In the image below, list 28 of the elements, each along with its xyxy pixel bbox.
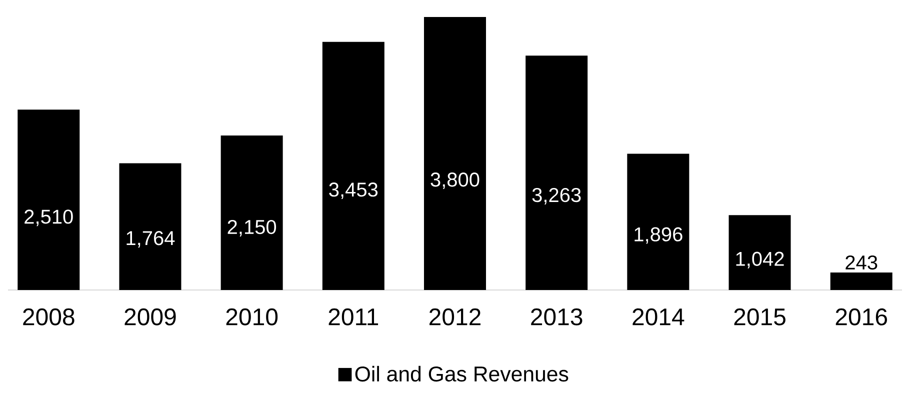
x-tick-label: 2011: [328, 308, 378, 326]
bar: [220, 136, 283, 290]
x-tick-label: 2015: [734, 308, 786, 326]
x-tick-label: 2012: [430, 308, 480, 326]
bar: [830, 272, 892, 290]
bar: [526, 56, 588, 290]
legend-label: Oil and Gas Revenues: [355, 366, 568, 382]
bar: [627, 154, 690, 290]
bar: [119, 163, 182, 290]
bar: [322, 42, 384, 290]
x-tick-label: 2010: [226, 308, 278, 326]
data-label: 3,263: [532, 188, 581, 204]
data-label: 2,150: [228, 220, 276, 236]
x-tick-label: 2013: [531, 308, 582, 326]
data-label: 1,042: [736, 252, 784, 268]
x-tick-label: 2009: [124, 308, 176, 326]
data-label: 3,453: [329, 182, 378, 200]
data-label: 2,510: [24, 210, 73, 226]
x-tick-label: 2014: [632, 308, 684, 326]
data-label: 3,800: [430, 172, 480, 190]
bar: [18, 110, 80, 290]
bar: [424, 17, 486, 290]
data-label: 1,896: [634, 227, 682, 244]
data-label: 243: [846, 255, 878, 270]
data-label: 1,764: [126, 231, 175, 248]
bar: [728, 215, 791, 290]
x-tick-label: 2008: [23, 308, 74, 326]
x-tick-label: 2016: [836, 308, 887, 326]
